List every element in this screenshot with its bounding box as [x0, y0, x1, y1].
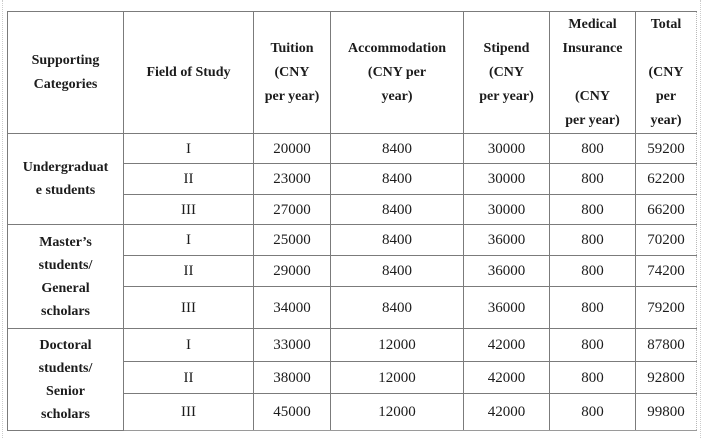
table-row: III 34000 8400 36000 800 79200	[8, 286, 697, 329]
total-value: 59200	[635, 133, 697, 164]
page-boundary-right	[700, 0, 701, 438]
field-of-study-cell: II	[123, 255, 254, 287]
stipend-value: 36000	[463, 224, 550, 256]
tuition-value: 29000	[253, 255, 331, 287]
table-header-row: Supporting Categories Field of Study Tui…	[7, 11, 697, 134]
total-value: 70200	[635, 224, 697, 256]
field-of-study-cell: III	[123, 286, 254, 329]
stipend-value: 42000	[463, 361, 550, 394]
tuition-value: 20000	[253, 133, 331, 164]
stipend-value: 42000	[463, 393, 550, 431]
table-row: II 23000 8400 30000 800 62200	[8, 163, 697, 195]
medical-insurance-value: 800	[549, 328, 636, 362]
table-row: III 27000 8400 30000 800 66200	[8, 194, 697, 225]
stipend-value: 30000	[463, 133, 550, 164]
total-value: 99800	[635, 393, 697, 431]
category-cell-doctoral: Doctoral students/ Senior scholars	[7, 328, 124, 431]
header-supporting-categories: Supporting Categories	[7, 11, 124, 134]
header-accommodation: Accommodation (CNY per year)	[330, 11, 464, 134]
header-stipend: Stipend (CNY per year)	[463, 11, 550, 134]
accommodation-value: 12000	[330, 393, 464, 431]
stipend-value: 42000	[463, 328, 550, 362]
field-of-study-cell: III	[123, 393, 254, 431]
medical-insurance-value: 800	[549, 361, 636, 394]
accommodation-value: 8400	[330, 163, 464, 195]
medical-insurance-value: 800	[549, 163, 636, 195]
tuition-value: 27000	[253, 194, 331, 225]
medical-insurance-value: 800	[549, 286, 636, 329]
tuition-value: 23000	[253, 163, 331, 195]
total-value: 92800	[635, 361, 697, 394]
header-tuition: Tuition (CNY per year)	[253, 11, 331, 134]
tuition-value: 38000	[253, 361, 331, 394]
category-cell-undergraduate: Undergraduat e students	[7, 133, 124, 225]
field-of-study-cell: I	[123, 328, 254, 362]
total-value: 62200	[635, 163, 697, 195]
field-of-study-cell: I	[123, 224, 254, 256]
total-value: 79200	[635, 286, 697, 329]
category-cell-masters: Master’s students/ General scholars	[7, 224, 124, 329]
medical-insurance-value: 800	[549, 255, 636, 287]
table-row: II 29000 8400 36000 800 74200	[8, 255, 697, 287]
total-value: 87800	[635, 328, 697, 362]
table-row: III 45000 12000 42000 800 99800	[8, 393, 697, 431]
accommodation-value: 8400	[330, 224, 464, 256]
tuition-value: 33000	[253, 328, 331, 362]
accommodation-value: 8400	[330, 194, 464, 225]
stipend-value: 36000	[463, 255, 550, 287]
stipend-value: 30000	[463, 163, 550, 195]
page-boundary-left	[2, 0, 3, 438]
tuition-value: 34000	[253, 286, 331, 329]
table-row: Doctoral students/ Senior scholars I 330…	[7, 328, 697, 431]
accommodation-value: 8400	[330, 286, 464, 329]
field-of-study-cell: I	[123, 133, 254, 164]
accommodation-value: 12000	[330, 328, 464, 362]
accommodation-value: 8400	[330, 255, 464, 287]
total-value: 66200	[635, 194, 697, 225]
tuition-value: 25000	[253, 224, 331, 256]
medical-insurance-value: 800	[549, 133, 636, 164]
scholarship-fees-table: Supporting Categories Field of Study Tui…	[7, 11, 697, 431]
field-of-study-cell: II	[123, 361, 254, 394]
accommodation-value: 8400	[330, 133, 464, 164]
table-row: Undergraduat e students I 20000 8400 300…	[7, 133, 697, 225]
stipend-value: 30000	[463, 194, 550, 225]
tuition-value: 45000	[253, 393, 331, 431]
field-of-study-cell: III	[123, 194, 254, 225]
stipend-value: 36000	[463, 286, 550, 329]
header-total: Total (CNY per year)	[635, 11, 697, 134]
table-row: Master’s students/ General scholars I 25…	[7, 224, 697, 329]
header-field-of-study: Field of Study	[123, 11, 254, 134]
accommodation-value: 12000	[330, 361, 464, 394]
medical-insurance-value: 800	[549, 393, 636, 431]
header-medical-insurance: Medical Insurance (CNY per year)	[549, 11, 636, 134]
medical-insurance-value: 800	[549, 224, 636, 256]
field-of-study-cell: II	[123, 163, 254, 195]
medical-insurance-value: 800	[549, 194, 636, 225]
total-value: 74200	[635, 255, 697, 287]
